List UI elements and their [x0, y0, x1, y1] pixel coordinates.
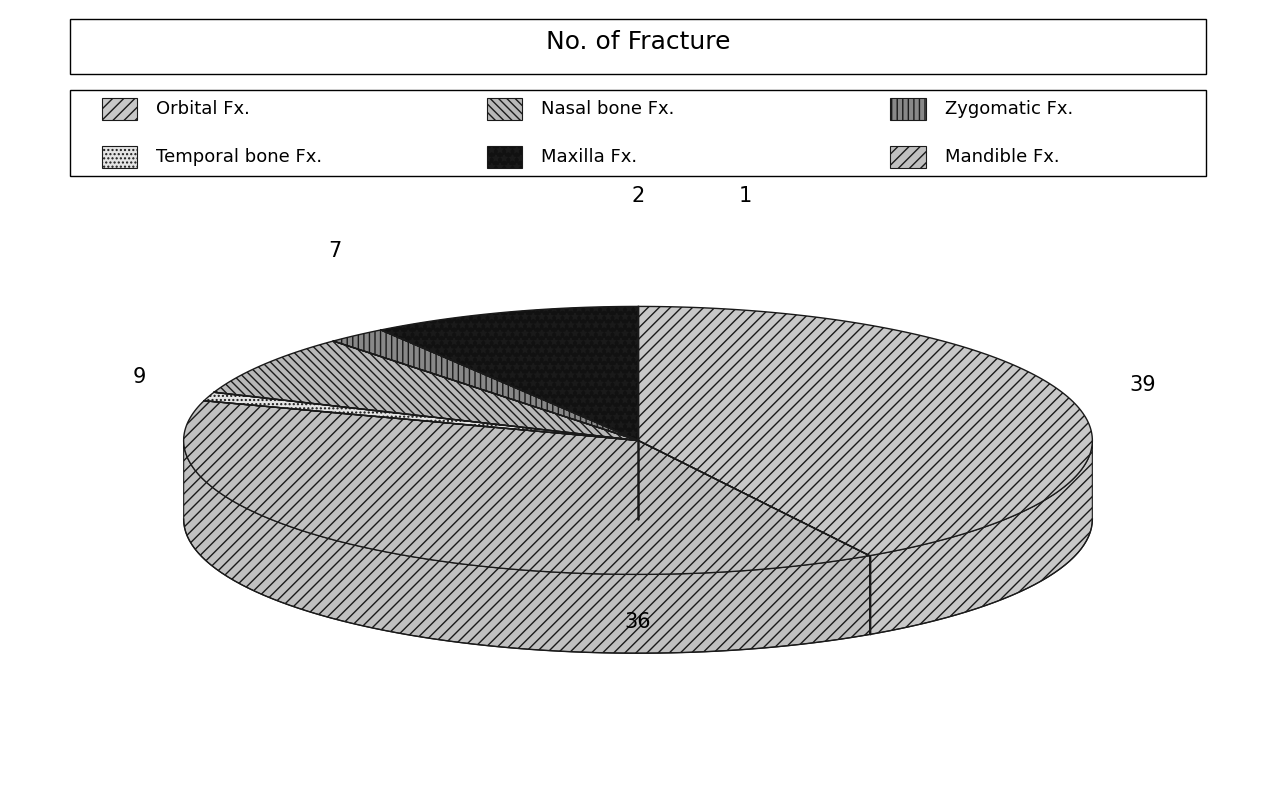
- Text: Zygomatic Fx.: Zygomatic Fx.: [944, 100, 1073, 119]
- FancyBboxPatch shape: [891, 99, 926, 120]
- Polygon shape: [333, 330, 638, 440]
- Polygon shape: [869, 440, 1092, 634]
- Text: Nasal bone Fx.: Nasal bone Fx.: [541, 100, 674, 119]
- Polygon shape: [214, 341, 638, 440]
- Polygon shape: [184, 440, 869, 653]
- FancyBboxPatch shape: [486, 146, 522, 168]
- FancyBboxPatch shape: [70, 90, 1206, 176]
- Polygon shape: [380, 306, 638, 440]
- Polygon shape: [204, 392, 638, 440]
- Text: Mandible Fx.: Mandible Fx.: [944, 148, 1059, 166]
- Polygon shape: [184, 401, 869, 574]
- Text: Orbital Fx.: Orbital Fx.: [156, 100, 250, 119]
- Text: 7: 7: [328, 241, 342, 261]
- Text: 1: 1: [739, 186, 752, 206]
- Text: 2: 2: [632, 186, 644, 206]
- Text: 36: 36: [625, 612, 651, 632]
- Text: No. of Fracture: No. of Fracture: [546, 30, 730, 55]
- FancyBboxPatch shape: [891, 146, 926, 168]
- Polygon shape: [638, 306, 1092, 556]
- FancyBboxPatch shape: [70, 18, 1206, 74]
- FancyBboxPatch shape: [102, 99, 137, 120]
- Text: No. of Fracture: No. of Fracture: [546, 30, 730, 55]
- Text: 39: 39: [1129, 375, 1156, 395]
- FancyBboxPatch shape: [486, 99, 522, 120]
- Text: Maxilla Fx.: Maxilla Fx.: [541, 148, 637, 166]
- FancyBboxPatch shape: [102, 146, 137, 168]
- Text: 9: 9: [133, 367, 147, 387]
- Text: Temporal bone Fx.: Temporal bone Fx.: [156, 148, 322, 166]
